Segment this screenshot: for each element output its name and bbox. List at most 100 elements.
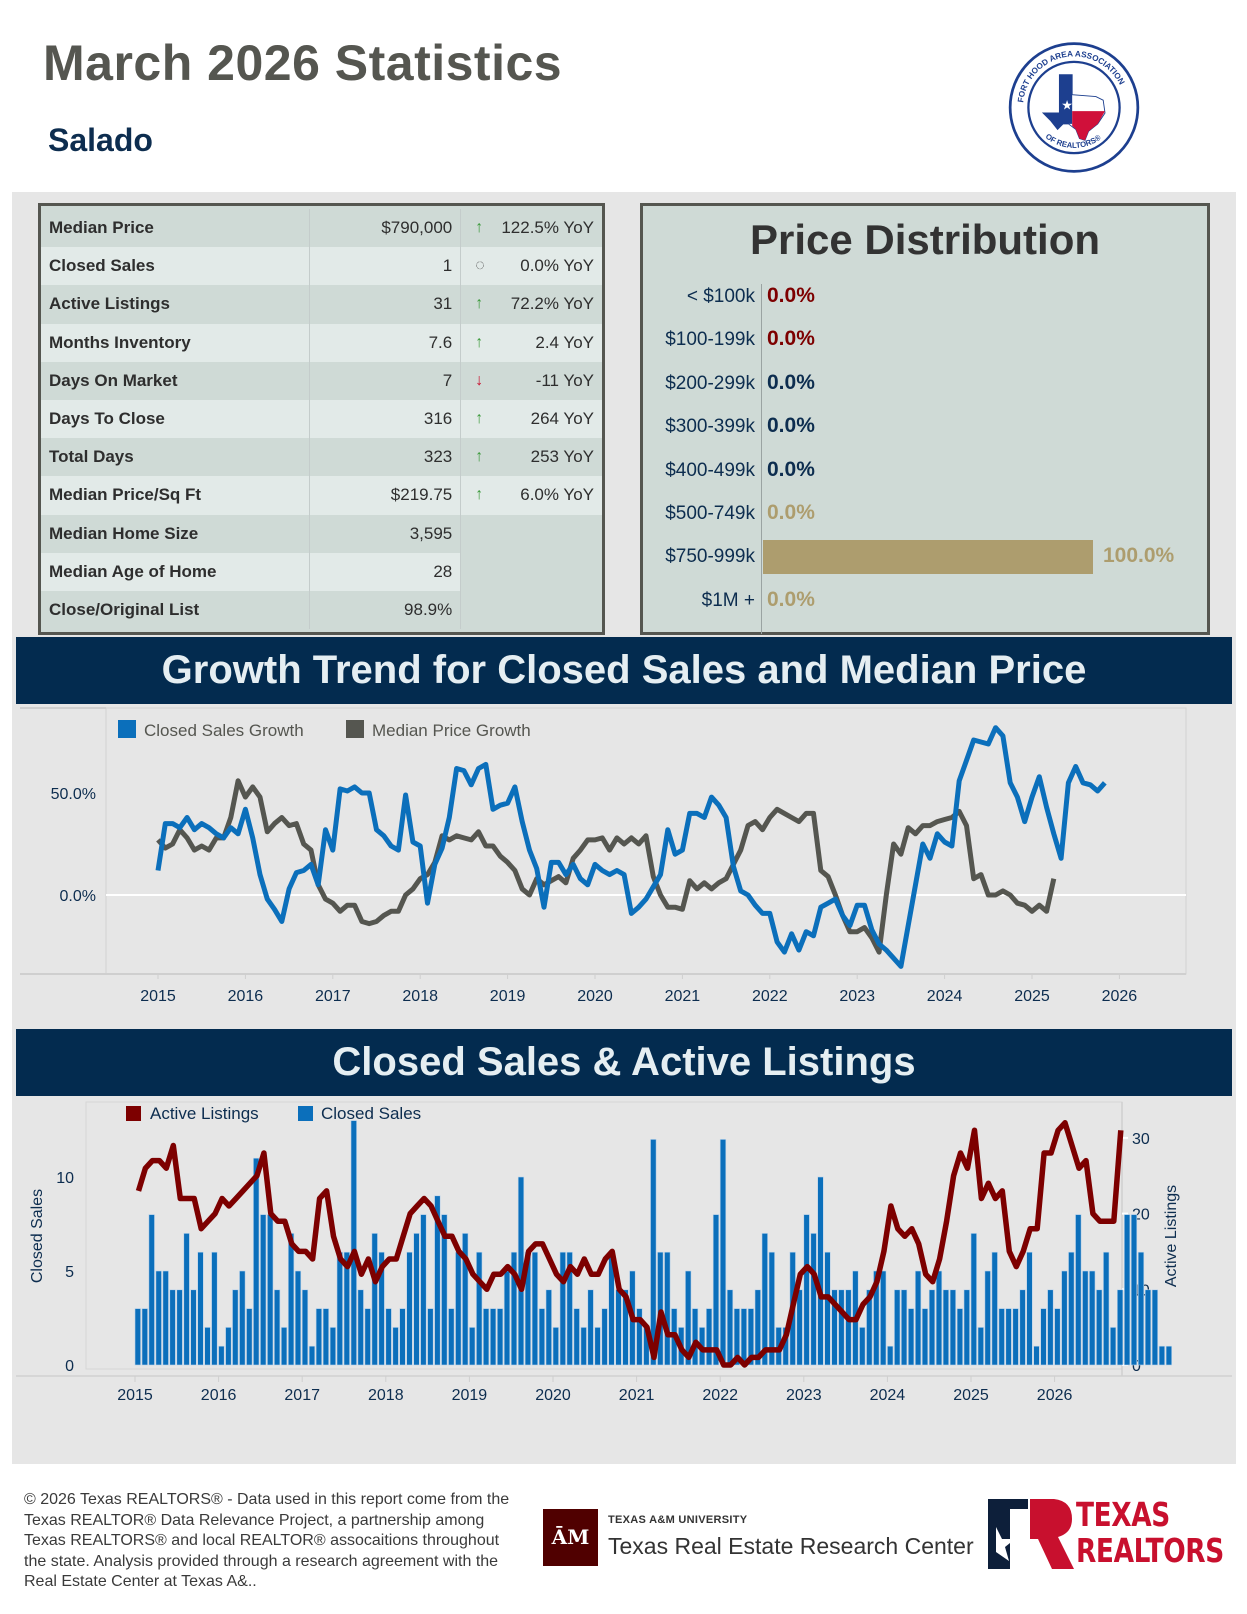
closed-sales-bar — [615, 1289, 622, 1366]
closed-sales-bar — [1089, 1270, 1096, 1366]
closed-sales-bar — [935, 1270, 943, 1366]
closed-sales-bar — [657, 1251, 664, 1366]
closed-sales-bar — [308, 1345, 316, 1366]
closed-sales-bar — [510, 1251, 518, 1366]
closed-sales-bar — [1130, 1214, 1138, 1366]
closed-sales-bar — [594, 1327, 601, 1366]
texas-realtors-line1: TEXAS — [1076, 1495, 1170, 1534]
distribution-category-label: $200-299k — [665, 372, 755, 394]
closed-sales-y-tick: 0 — [65, 1358, 74, 1375]
texas-realtors-line2: REALTORS — [1076, 1531, 1224, 1570]
stat-value: 323 — [309, 438, 462, 477]
distribution-row: $400-499k 0.0% — [643, 448, 1203, 492]
stat-change: ↑ 6.0% YoY — [460, 476, 602, 515]
median-price-growth-line — [156, 778, 1057, 955]
closed-sales-bar — [1117, 1289, 1124, 1366]
legend-closed-sales-growth: Closed Sales Growth — [144, 721, 304, 740]
area-name: Salado — [48, 122, 153, 158]
growth-y-tick-label: 0.0% — [60, 888, 96, 905]
distribution-row: $1M + 0.0% — [643, 578, 1203, 622]
legend-active-listings: Active Listings — [150, 1104, 259, 1123]
closed-sales-bar — [246, 1308, 253, 1366]
active-listings-axis-title: Active Listings — [1163, 1185, 1180, 1287]
closed-sales-bar — [253, 1157, 260, 1366]
sales-section-header: Closed Sales & Active Listings — [16, 1029, 1232, 1096]
closed-sales-bar — [880, 1270, 887, 1366]
stat-change: ◌ 0.0% YoY — [460, 247, 602, 286]
closed-sales-bar — [315, 1308, 323, 1366]
closed-sales-bar — [169, 1289, 176, 1366]
legend-closed-sales: Closed Sales — [321, 1104, 421, 1123]
closed-sales-bar — [664, 1251, 671, 1366]
growth-x-tick-label: 2016 — [228, 988, 264, 1005]
tamu-real-estate-center-logo: ĀM TEXAS A&M UNIVERSITY Texas Real Estat… — [543, 1509, 974, 1567]
arrow-up-icon: ↑ — [475, 295, 484, 313]
tamu-center-name: Texas Real Estate Research Center — [608, 1533, 974, 1559]
closed-sales-bar — [301, 1289, 309, 1366]
sales-x-tick-label: 2022 — [702, 1387, 738, 1404]
distribution-value-label: 100.0% — [1103, 544, 1175, 568]
closed-sales-bar — [434, 1195, 441, 1366]
distribution-value-label: 0.0% — [767, 284, 815, 307]
growth-trend-chart: 0.0% 50.0% 2015 2016 2017 2018 2019 2020 2021 202… — [16, 706, 1232, 1016]
stat-change: ↓ -11 YoY — [460, 361, 602, 400]
closed-sales-bar — [1151, 1289, 1158, 1366]
stat-value: 7.6 — [309, 323, 462, 362]
closed-sales-bar — [691, 1308, 699, 1366]
stat-change — [460, 514, 602, 553]
distribution-category-label: $500-749k — [665, 503, 755, 524]
closed-sales-bar — [399, 1308, 406, 1366]
closed-sales-bar — [928, 1289, 936, 1366]
sales-x-tick-label: 2026 — [1037, 1387, 1073, 1404]
closed-sales-bar — [601, 1308, 608, 1366]
closed-sales-bar — [155, 1270, 162, 1366]
closed-sales-bar — [232, 1289, 239, 1366]
closed-sales-bar — [894, 1289, 901, 1366]
closed-sales-bar — [1068, 1251, 1075, 1366]
closed-sales-bar — [455, 1251, 462, 1366]
closed-sales-bar — [1005, 1308, 1012, 1366]
closed-sales-bar — [420, 1214, 427, 1366]
sales-legend: Active Listings Closed Sales — [126, 1104, 421, 1123]
growth-section-header: Growth Trend for Closed Sales and Median… — [16, 637, 1232, 704]
closed-sales-bar — [1054, 1308, 1061, 1366]
growth-x-tick-label: 2020 — [577, 988, 613, 1005]
closed-sales-bar — [817, 1176, 824, 1366]
distribution-value-label: 0.0% — [767, 587, 815, 611]
closed-sales-bar — [239, 1270, 246, 1366]
closed-sales-bar — [385, 1308, 392, 1366]
stat-label: Close/Original List — [41, 590, 310, 630]
growth-x-tick-label: 2015 — [140, 988, 176, 1005]
distribution-value-label: 0.0% — [767, 327, 815, 351]
stat-label: Active Listings — [41, 285, 310, 324]
closed-sales-bar — [134, 1308, 141, 1366]
closed-sales-bar — [280, 1327, 288, 1366]
closed-sales-bar — [183, 1233, 190, 1366]
copyright-disclaimer: © 2026 Texas REALTORS® - Data used in th… — [24, 1491, 510, 1590]
stats-row: Days On Market 7 ↓ -11 YoY — [41, 361, 602, 400]
closed-sales-bar — [469, 1327, 476, 1366]
stats-row: Median Price $790,000 ↑ 122.5% YoY — [41, 209, 602, 248]
closed-sales-bar — [489, 1308, 497, 1366]
closed-sales-bar — [914, 1270, 922, 1366]
stats-row: Days To Close 316 ↑ 264 YoY — [41, 399, 602, 439]
closed-sales-bar — [747, 1308, 754, 1366]
growth-x-tick-label: 2019 — [490, 988, 526, 1005]
closed-sales-bar — [462, 1233, 469, 1366]
closed-sales-axis-title: Closed Sales — [29, 1189, 46, 1283]
growth-x-tick-label: 2018 — [402, 988, 438, 1005]
closed-sales-bar — [448, 1308, 455, 1366]
closed-sales-bar — [357, 1289, 364, 1366]
active-listings-line — [135, 1120, 1124, 1368]
closed-sales-bar — [824, 1251, 831, 1366]
fort-hood-association-logo: FORT HOOD AREA ASSOCIATION OF REALTORS® … — [1008, 42, 1140, 173]
stat-change-text: 0.0% YoY — [520, 256, 594, 276]
closed-sales-bar — [322, 1308, 330, 1366]
distribution-value-label: 0.0% — [767, 370, 815, 394]
closed-sales-bar — [545, 1289, 552, 1366]
stat-change — [460, 590, 602, 630]
distribution-category-label: $1M + — [701, 589, 755, 611]
closed-sales-bar — [991, 1251, 998, 1366]
closed-sales-bar — [740, 1308, 747, 1366]
